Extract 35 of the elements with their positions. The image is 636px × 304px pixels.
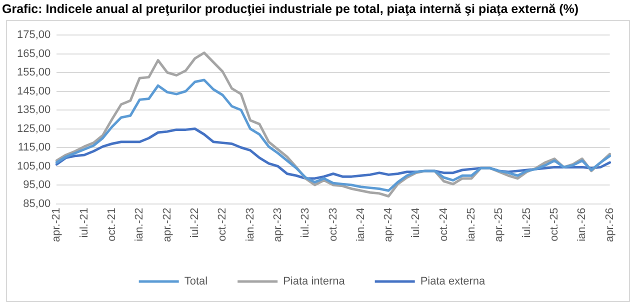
x-tick-label: iul.-25	[520, 208, 533, 238]
x-tick-label: oct.-24	[438, 208, 450, 242]
x-tick-label: ian.-23	[244, 208, 256, 242]
y-tick-label: 85,00	[23, 198, 51, 210]
y-tick-label: 165,00	[16, 48, 51, 60]
x-tick-label: oct.-25	[548, 208, 561, 242]
y-tick-label: 135,00	[16, 104, 51, 116]
chart-title: Grafic: Indicele anual al preţurilor producţiei industriale pe total, piaţa internă şi piaţa externă (%)	[2, 2, 579, 16]
x-tick-label: oct.-22	[216, 208, 229, 242]
x-tick-label: ian.-25	[466, 208, 478, 242]
x-tick-label: oct.-21	[106, 208, 118, 242]
y-tick-label: 145,00	[16, 85, 51, 98]
x-tick-label: iul.-21	[78, 208, 90, 238]
x-tick-label: apr.-25	[493, 208, 506, 242]
x-tick-label: apr.-22	[161, 208, 174, 242]
x-tick-label: apr.-23	[272, 208, 284, 242]
y-tick-label: 115,00	[18, 142, 51, 154]
x-tick-label: iul.-24	[410, 208, 422, 238]
legend-label: Piata interna	[283, 276, 346, 288]
y-tick-label: 95,00	[23, 179, 51, 192]
x-tick-label: ian.-24	[354, 208, 367, 242]
y-tick-label: 175,00	[16, 29, 51, 42]
x-tick-label: ian.-22	[134, 208, 146, 242]
x-tick-label: apr.-26	[604, 208, 616, 242]
x-tick-label: oct.-23	[327, 208, 340, 242]
legend-label: Piata externa	[420, 276, 486, 288]
y-tick-label: 155,00	[16, 66, 51, 79]
x-tick-label: ian.-26	[576, 208, 588, 242]
x-tick-label: apr.-24	[382, 208, 395, 242]
x-tick-label: iul.-23	[300, 208, 312, 238]
x-tick-label: apr.-21	[50, 208, 63, 242]
y-tick-label: 105,00	[16, 160, 51, 172]
y-tick-label: 125,00	[16, 122, 51, 135]
legend-label: Total	[184, 276, 208, 288]
x-tick-label: iul.-22	[188, 208, 201, 238]
